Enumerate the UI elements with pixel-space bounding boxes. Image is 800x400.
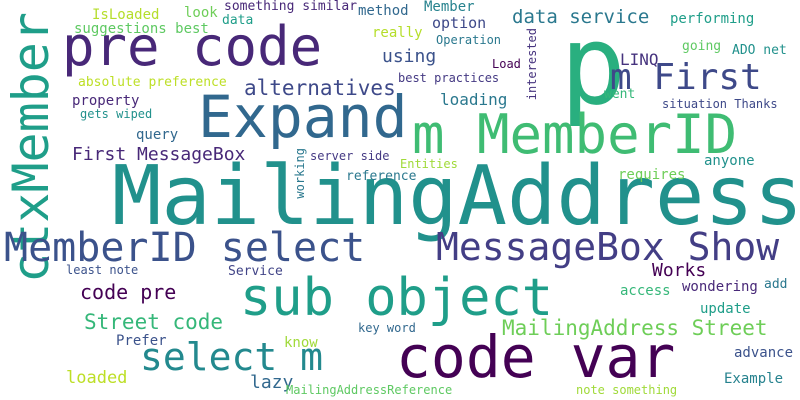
word-situation-thanks: situation Thanks: [662, 97, 778, 111]
word-anyone: anyone: [704, 153, 755, 169]
word-sub-object: sub object: [240, 268, 554, 328]
word-alternatives: alternatives: [244, 76, 396, 100]
word-know: know: [284, 335, 318, 351]
word-prefer: Prefer: [116, 333, 167, 349]
word-method: method: [358, 3, 409, 19]
word-street-code: Street code: [84, 310, 224, 334]
word-access: access: [620, 283, 671, 299]
word-suggestions-best: suggestions best: [74, 21, 209, 37]
word-p: p: [560, 1, 627, 129]
word-key-word: key word: [358, 321, 416, 335]
word-mailingaddressreference: MailingAddressReference: [286, 383, 453, 397]
word-interested: interested: [525, 28, 539, 101]
word-performing: performing: [670, 11, 755, 27]
word-gets-wiped: gets wiped: [80, 107, 153, 121]
word-mailingaddress: MailingAddress: [112, 149, 800, 244]
word-ado-net: ADO net: [732, 43, 787, 58]
word-best-practices: best practices: [398, 71, 500, 85]
word-add: add: [764, 277, 788, 292]
word-lazy: lazy: [250, 372, 294, 393]
word-code-pre: code pre: [80, 280, 177, 304]
word-code-var: code var: [396, 323, 676, 391]
word-load: Load: [492, 57, 521, 71]
word-went: went: [604, 87, 636, 102]
word-expand: Expand: [198, 83, 408, 151]
word-note-something: note something: [576, 383, 678, 397]
word-example: Example: [724, 371, 784, 387]
word-isloaded: IsLoaded: [92, 7, 160, 23]
word-using: using: [382, 46, 437, 67]
word-memberid-select: MemberID select: [4, 225, 366, 271]
word-entities: Entities: [400, 157, 458, 171]
word-reference: reference: [346, 169, 417, 184]
word-m-memberid: m MemberID: [412, 103, 738, 166]
word-operation: Operation: [436, 33, 502, 47]
word-loaded: loaded: [66, 368, 128, 388]
word-select-m: select m: [140, 335, 324, 379]
word-option: option: [432, 14, 487, 32]
word-working: working: [293, 148, 307, 199]
word-something-similar: something similar: [224, 0, 358, 14]
word-server-side: server side: [310, 149, 390, 163]
word-look: look: [184, 5, 218, 21]
word-really: really: [372, 25, 423, 41]
word-member: Member: [424, 0, 475, 15]
word-works: Works: [652, 260, 707, 281]
word-requires: requires: [618, 167, 686, 183]
word-update: update: [700, 301, 751, 317]
word-wondering: wondering: [682, 279, 758, 295]
word-service: Service: [228, 264, 283, 279]
word-property: property: [72, 93, 140, 109]
word-least-note: least note: [66, 263, 139, 277]
word-pre-code: pre code: [62, 15, 323, 78]
word-mailingaddress-street: MailingAddress Street: [502, 316, 768, 340]
word-data-service: data service: [512, 6, 650, 28]
word-advance: advance: [734, 345, 794, 361]
word-linq: LINQ: [620, 50, 659, 69]
word-messagebox-show: MessageBox Show: [436, 225, 780, 269]
word-first-messagebox: First MessageBox: [72, 144, 246, 165]
word-absolute-preference: absolute preference: [78, 75, 227, 90]
word-m-first: m First: [610, 57, 762, 98]
word-loading: loading: [440, 90, 508, 109]
word-going: going: [682, 39, 722, 54]
word-query: query: [136, 127, 179, 143]
word-data: data: [222, 13, 254, 28]
